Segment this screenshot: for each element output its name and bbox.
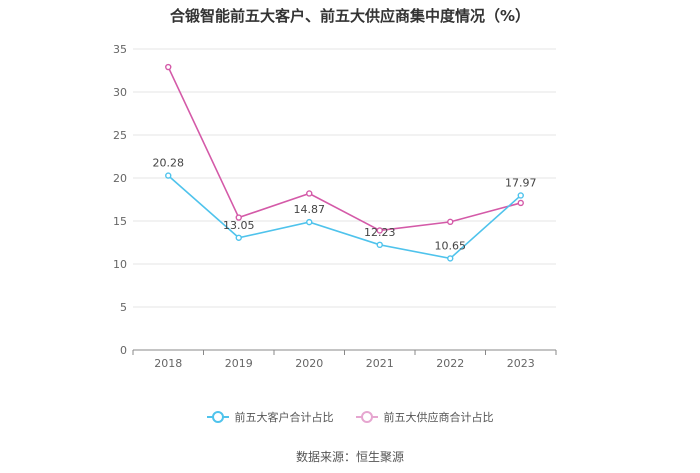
data-point-0: [235, 234, 242, 241]
line-chart: 0 5 10 15 20 25 30 35 2018 2019 2020 2021 2022 2023 20…: [113, 43, 557, 370]
data-point-0: [517, 192, 524, 199]
x-tick-label: 2020: [295, 357, 323, 370]
x-tick-label: 2018: [154, 357, 182, 370]
data-label: 17.97: [505, 176, 537, 189]
y-tick-label: 25: [113, 129, 127, 142]
series-line-0: [167, 174, 522, 260]
y-tick-label: 5: [120, 301, 127, 314]
y-tick-label: 30: [113, 86, 127, 99]
legend-label-suppliers: 前五大供应商合计占比: [383, 411, 494, 424]
data-point-1: [235, 214, 242, 221]
y-tick-label: 20: [113, 172, 127, 185]
x-tick-label: 2021: [366, 357, 394, 370]
data-label: 13.05: [223, 219, 255, 232]
data-point-1: [165, 63, 172, 71]
data-point-1: [447, 218, 454, 226]
data-point-0: [447, 255, 454, 262]
data-source: 数据来源：恒生聚源: [295, 450, 404, 464]
series-line-1: [167, 66, 521, 232]
chart-title: 合锻智能前五大客户、前五大供应商集中度情况（%）: [169, 7, 531, 25]
y-tick-label: 10: [113, 258, 127, 271]
data-label: 12.23: [364, 226, 396, 239]
data-point-0: [376, 241, 383, 249]
legend-item-suppliers[interactable]: 前五大供应商合计占比: [355, 409, 494, 425]
data-point-0: [306, 218, 313, 226]
data-label: 20.28: [153, 157, 185, 170]
y-tick-label: 15: [113, 215, 127, 228]
data-point-0: [165, 172, 172, 179]
legend-item-customers[interactable]: 前五大客户合计占比: [206, 409, 334, 425]
data-label: 14.87: [294, 203, 326, 216]
x-tick-label: 2019: [225, 357, 253, 370]
legend: 前五大客户合计占比 前五大供应商合计占比: [0, 409, 700, 425]
legend-label-customers: 前五大客户合计占比: [234, 411, 334, 424]
legend-marker-suppliers: [355, 411, 378, 423]
data-label: 10.65: [435, 239, 467, 252]
y-tick-label: 35: [113, 43, 127, 56]
legend-marker-customers: [206, 411, 229, 423]
data-point-1: [517, 199, 524, 207]
x-tick-label: 2022: [436, 357, 464, 370]
data-point-1: [376, 227, 383, 234]
data-point-1: [306, 190, 313, 197]
x-tick-label: 2023: [507, 357, 535, 370]
y-tick-label: 0: [120, 344, 127, 357]
